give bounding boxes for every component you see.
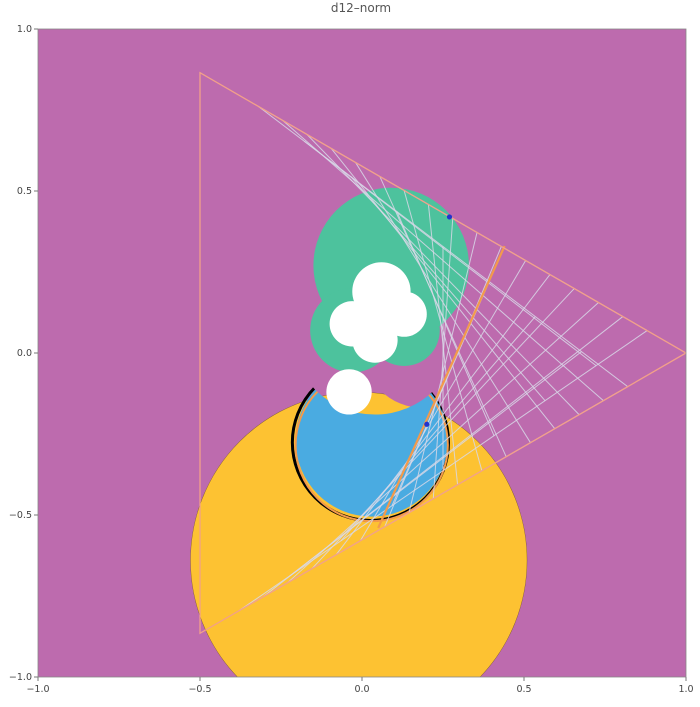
x-tick-label: 1.0	[678, 684, 693, 695]
marked-points	[424, 214, 453, 427]
orange-band	[377, 245, 506, 529]
x-tick-label: 0.0	[354, 684, 369, 695]
y-tick-label: 0.0	[17, 348, 32, 359]
marked-point	[446, 214, 453, 220]
triangle-outline	[199, 71, 686, 635]
x-tick-label: −0.5	[188, 684, 211, 695]
y-tick-label: 0.5	[17, 186, 32, 197]
white-lobe	[352, 317, 398, 363]
y-tick-label: −1.0	[9, 672, 32, 683]
white-region	[329, 262, 427, 363]
x-tick-label: −1.0	[26, 684, 49, 695]
plot-title: d12–norm	[330, 1, 392, 15]
x-tick-label: 0.5	[516, 684, 531, 695]
blue-region	[295, 364, 448, 517]
y-tick-label: 1.0	[17, 24, 32, 35]
axis-ticks: −1.0 −0.5 0.0 0.5 1.0 −1.0 −0.5 0.0 0.5 1.0	[9, 24, 694, 695]
white-lobe	[381, 291, 427, 337]
y-tick-label: −0.5	[9, 510, 32, 521]
marked-point	[424, 421, 430, 427]
white-small-region	[326, 369, 372, 415]
